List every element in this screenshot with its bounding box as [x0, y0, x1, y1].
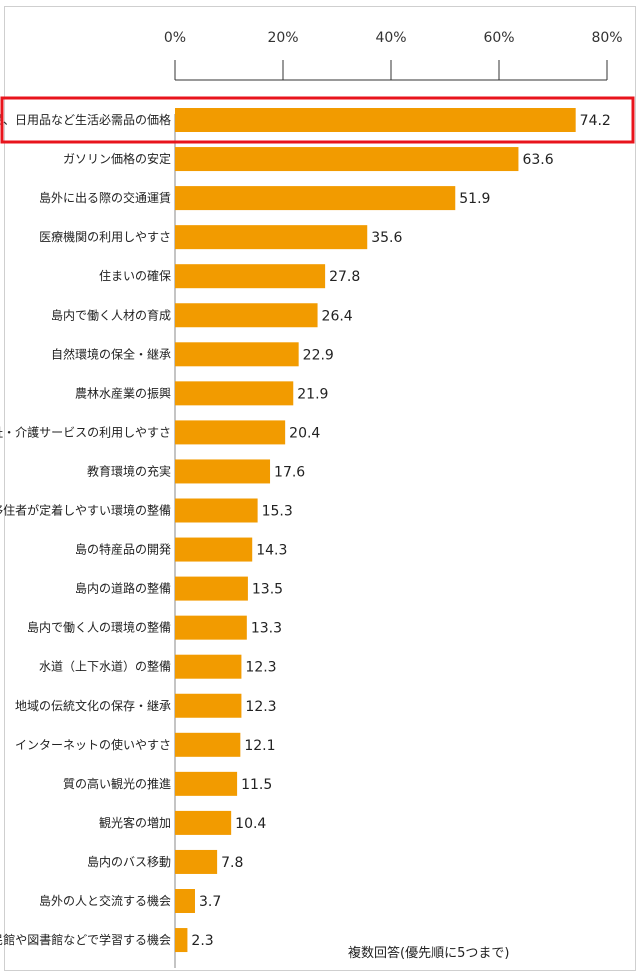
highlight-group [0, 96, 635, 144]
value-label: 12.1 [244, 738, 275, 754]
value-label: 17.6 [274, 464, 305, 480]
value-label: 10.4 [235, 816, 266, 832]
category-label: 島内で働く人の環境の整備 [27, 620, 171, 635]
value-label: 74.2 [580, 113, 611, 129]
category-label: 公民館や図書館などで学習する機会 [0, 932, 171, 947]
bar [175, 225, 368, 250]
value-label: 27.8 [329, 269, 360, 285]
category-label: インターネットの使いやすさ [15, 737, 171, 752]
chart-frame [4, 6, 636, 971]
category-label: 地域の伝統文化の保存・継承 [15, 698, 171, 713]
value-label: 11.5 [241, 777, 272, 793]
value-label: 63.6 [522, 152, 553, 168]
category-label: 水道（上下水道）の整備 [39, 659, 171, 674]
x-tick-label: 60% [483, 30, 514, 46]
bar [175, 615, 247, 640]
value-label: 22.9 [303, 347, 334, 363]
bar [175, 498, 258, 523]
x-tick-label: 0% [164, 30, 186, 46]
category-label: 自然環境の保全・継承 [51, 346, 171, 361]
bar [175, 303, 318, 328]
bars-group: 食品、日用品など生活必需品の価格 74.2 ガソリン価格の安定 63.6 島外に出る際の… [0, 108, 611, 953]
bar [175, 459, 271, 484]
category-label: 移住者が定着しやすい環境の整備 [0, 503, 171, 518]
value-label: 14.3 [256, 543, 287, 559]
category-label: 島内で働く人材の育成 [51, 307, 171, 322]
bar [175, 108, 576, 132]
category-label: 農林水産業の振興 [75, 385, 171, 400]
bar [175, 264, 326, 289]
bar [175, 810, 232, 835]
value-label: 51.9 [459, 191, 490, 207]
bar [175, 147, 519, 172]
chart-note: 複数回答(優先順に5つまで) [348, 945, 509, 961]
category-label: ガソリン価格の安定 [63, 151, 171, 166]
bar [175, 186, 456, 211]
value-label: 13.5 [252, 582, 283, 598]
category-label: 観光客の増加 [99, 815, 171, 830]
bar [175, 849, 218, 874]
value-label: 3.7 [199, 894, 221, 910]
value-label: 7.8 [221, 855, 243, 871]
highlight-box [0, 96, 635, 144]
bar [175, 654, 242, 679]
category-label: 食品、日用品など生活必需品の価格 [0, 112, 171, 127]
value-label: 13.3 [251, 621, 282, 637]
bar [175, 928, 188, 953]
value-label: 20.4 [289, 425, 320, 441]
x-tick-label: 20% [267, 30, 298, 46]
value-label: 26.4 [322, 308, 353, 324]
category-label: 島外に出る際の交通運賃 [39, 190, 171, 205]
category-label: 医療機関の利用しやすさ [39, 229, 171, 244]
category-label: 住まいの確保 [99, 268, 171, 283]
bar [175, 576, 248, 601]
bar [175, 381, 294, 406]
bar [175, 732, 241, 757]
category-label: 教育環境の充実 [87, 463, 171, 478]
category-label: 島内のバス移動 [87, 854, 171, 869]
bar [175, 693, 242, 718]
category-label: 福祉・介護サービスの利用しやすさ [0, 424, 171, 439]
bar [175, 771, 238, 796]
value-label: 21.9 [297, 386, 328, 402]
bar [175, 537, 253, 562]
value-label: 12.3 [245, 660, 276, 676]
bar [175, 889, 195, 913]
value-label: 2.3 [191, 933, 213, 949]
value-label: 12.3 [245, 699, 276, 715]
category-label: 島外の人と交流する機会 [39, 893, 171, 908]
category-label: 島内の道路の整備 [75, 581, 171, 596]
x-tick-label: 80% [591, 30, 622, 46]
x-tick-label: 40% [375, 30, 406, 46]
category-label: 質の高い観光の推進 [63, 776, 171, 791]
value-label: 35.6 [371, 230, 402, 246]
value-label: 15.3 [262, 504, 293, 520]
bar [175, 420, 286, 445]
bar [175, 342, 299, 367]
category-label: 島の特産品の開発 [75, 542, 171, 557]
